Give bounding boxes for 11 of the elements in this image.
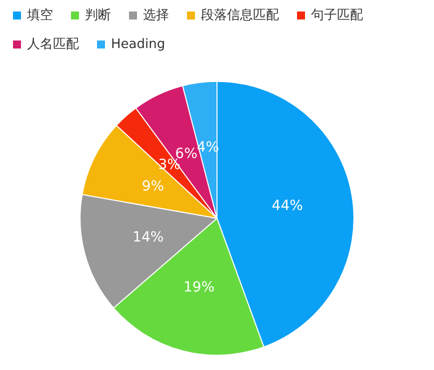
legend-label: 填空 bbox=[26, 8, 53, 23]
legend-label: 人名匹配 bbox=[27, 37, 79, 52]
legend-label: 句子匹配 bbox=[311, 8, 363, 23]
legend-label: 选择 bbox=[143, 8, 169, 23]
legend-label: Heading bbox=[111, 37, 166, 52]
data-label: 19% bbox=[183, 279, 215, 296]
data-label: 9% bbox=[142, 178, 164, 195]
legend-label: 判断 bbox=[85, 8, 111, 23]
legend-label: 段落信息匹配 bbox=[201, 8, 279, 23]
data-label: 14% bbox=[132, 229, 164, 246]
data-label: 44% bbox=[272, 198, 303, 214]
